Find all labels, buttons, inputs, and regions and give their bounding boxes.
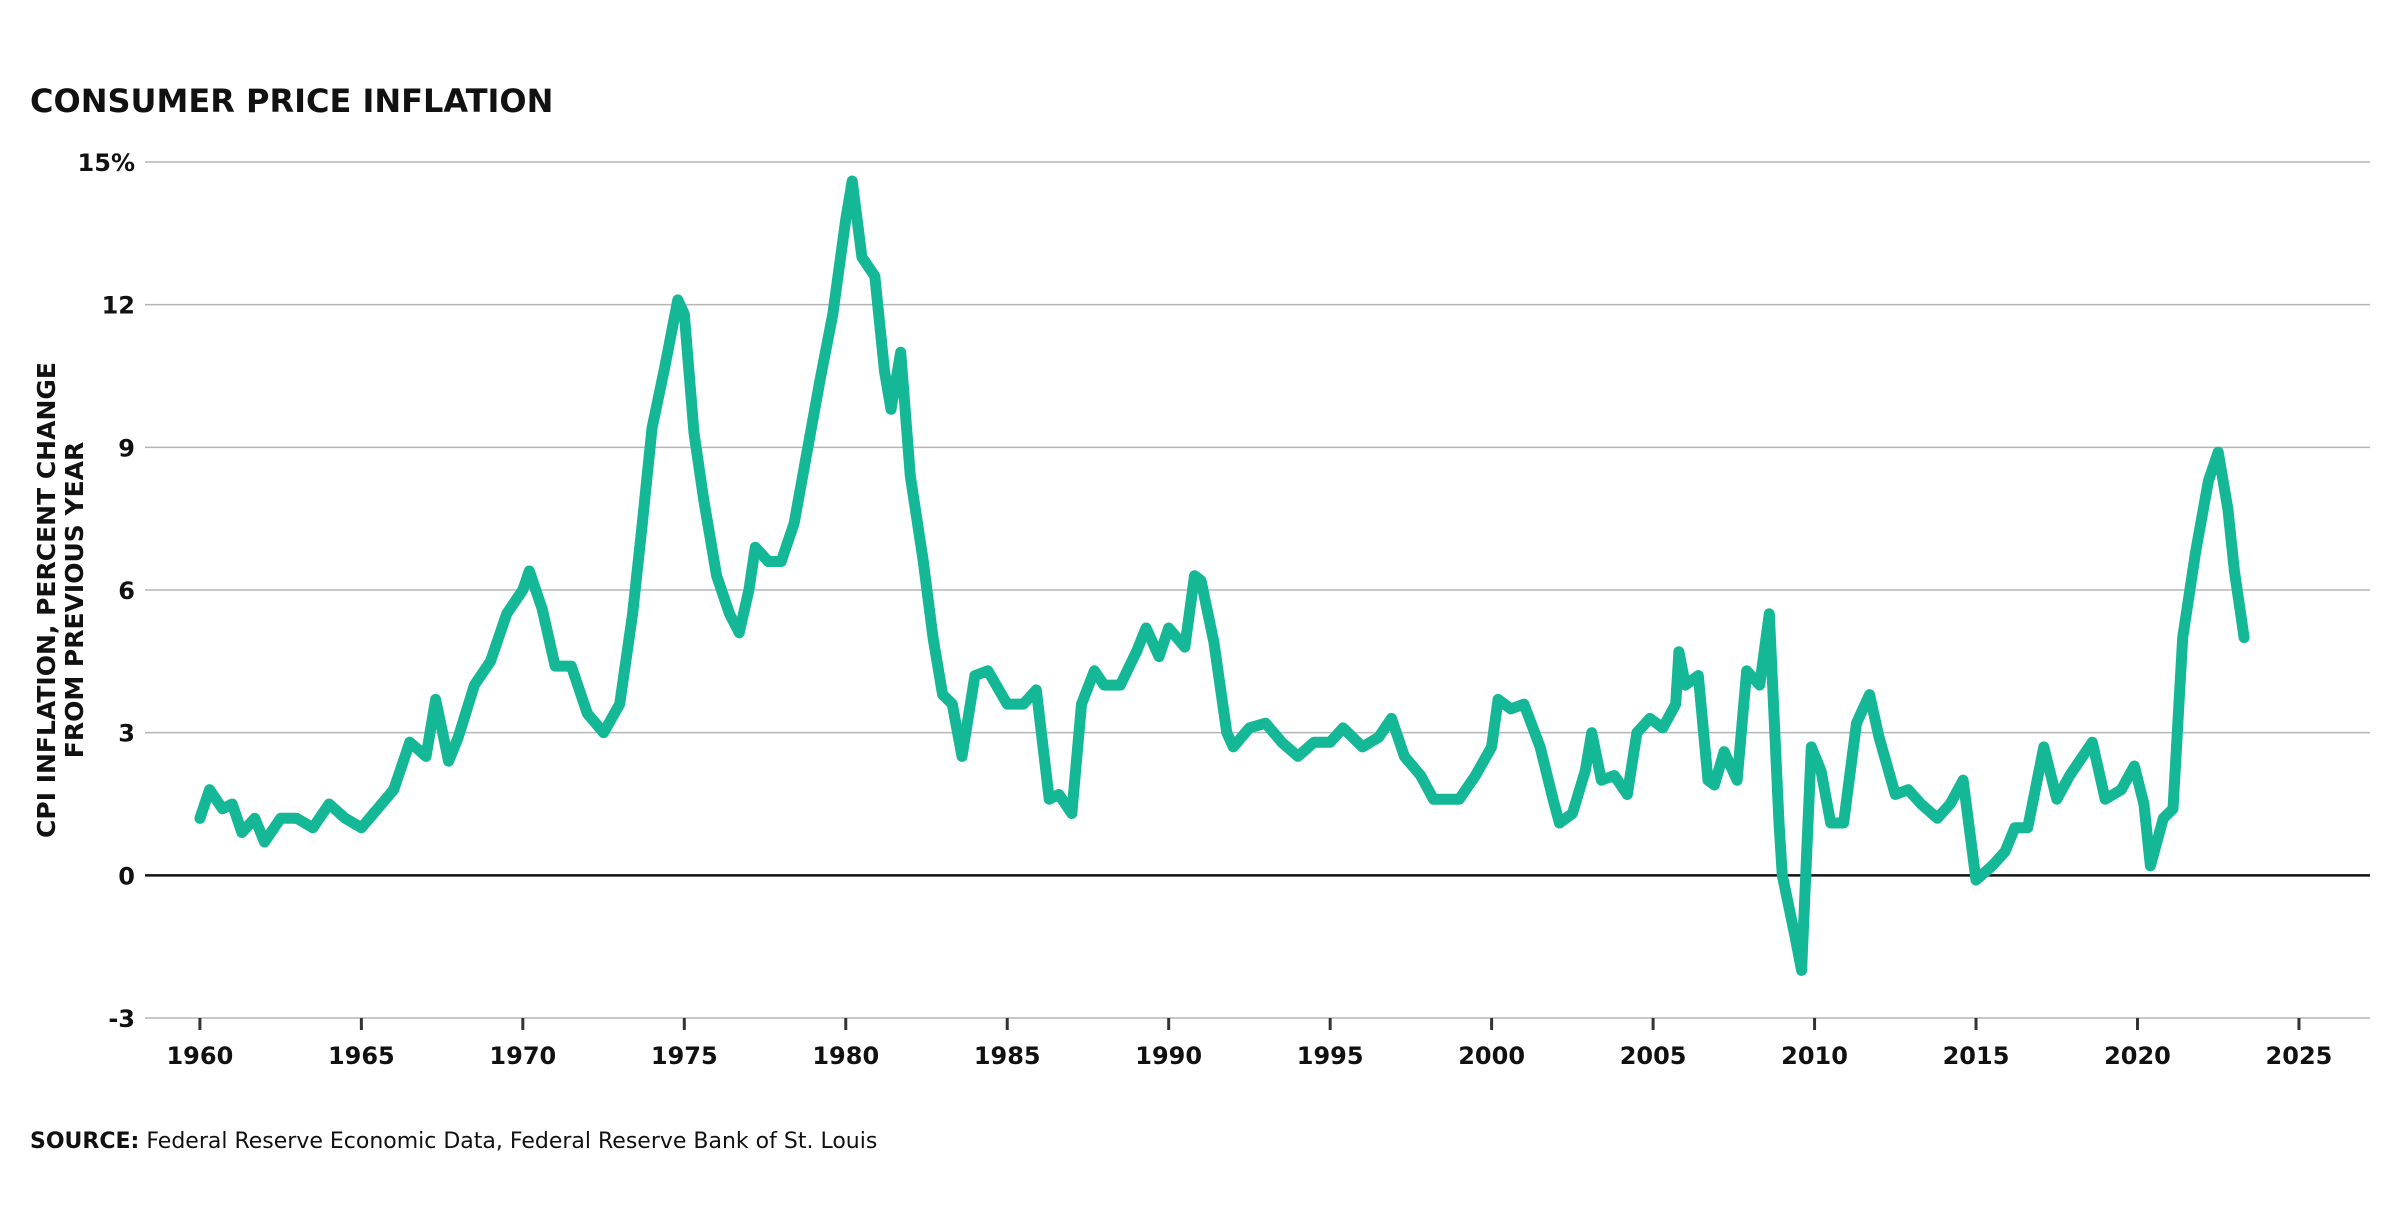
x-tick-label: 1975 <box>651 1042 718 1070</box>
x-tick-label: 1965 <box>328 1042 395 1070</box>
source-note: SOURCE: Federal Reserve Economic Data, F… <box>30 1129 877 1154</box>
x-tick-label: 2000 <box>1458 1042 1525 1070</box>
x-tick-label: 1960 <box>166 1042 233 1070</box>
x-tick-label: 1970 <box>489 1042 556 1070</box>
x-tick-label: 2010 <box>1781 1042 1848 1070</box>
x-tick-label: 2005 <box>1620 1042 1687 1070</box>
series-line <box>194 175 2250 976</box>
y-tick-label: 6 <box>118 577 135 605</box>
y-axis-label-line: CPI INFLATION, PERCENT CHANGE <box>32 362 61 838</box>
y-axis-label: CPI INFLATION, PERCENT CHANGE FROM PREVI… <box>32 362 89 838</box>
x-tick-label: 2020 <box>2104 1042 2171 1070</box>
y-tick-label: -3 <box>108 1005 135 1033</box>
x-tick-label: 1985 <box>974 1042 1041 1070</box>
source-label: SOURCE: <box>30 1129 139 1154</box>
y-tick-label: 12 <box>102 292 135 320</box>
source-text: Federal Reserve Economic Data, Federal R… <box>146 1129 877 1154</box>
y-tick-label: 0 <box>118 862 135 890</box>
x-tick-label: 1980 <box>812 1042 879 1070</box>
y-tick-label: 3 <box>118 720 135 748</box>
y-axis-label-line: FROM PREVIOUS YEAR <box>60 442 89 759</box>
y-tick-label: 15% <box>78 149 135 177</box>
x-tick-label: 1995 <box>1297 1042 1364 1070</box>
chart-title: CONSUMER PRICE INFLATION <box>30 82 553 120</box>
y-tick-label: 9 <box>118 434 135 462</box>
x-tick-label: 2015 <box>1943 1042 2010 1070</box>
x-tick-label: 2025 <box>2266 1042 2333 1070</box>
x-tick-label: 1990 <box>1135 1042 1202 1070</box>
